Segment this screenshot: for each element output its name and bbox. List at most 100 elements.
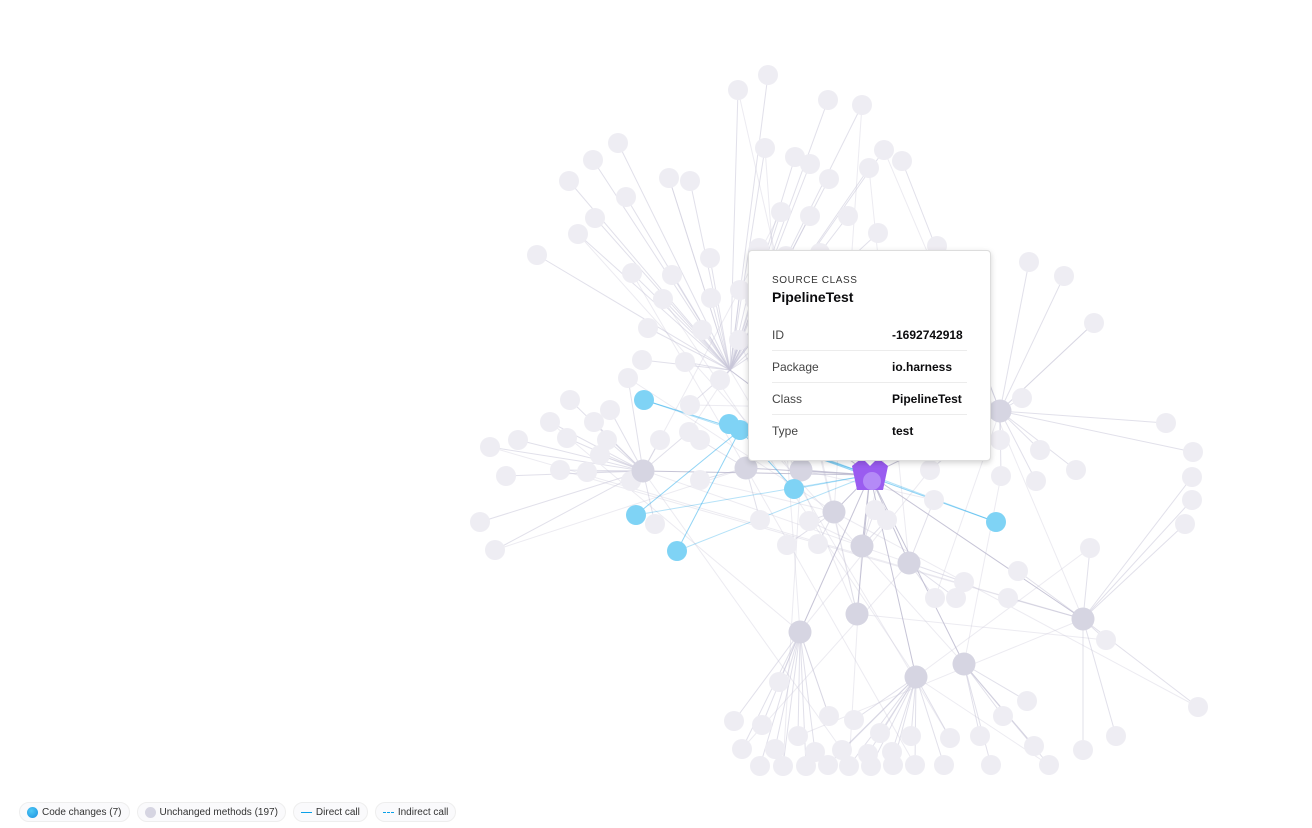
method-node[interactable] bbox=[750, 510, 770, 530]
method-node[interactable] bbox=[1084, 313, 1104, 333]
method-node[interactable] bbox=[618, 368, 638, 388]
method-node[interactable] bbox=[1156, 413, 1176, 433]
method-node[interactable] bbox=[590, 445, 610, 465]
method-node[interactable] bbox=[789, 458, 813, 482]
method-node[interactable] bbox=[750, 756, 770, 776]
method-node[interactable] bbox=[653, 289, 673, 309]
method-node[interactable] bbox=[934, 755, 954, 775]
method-node[interactable] bbox=[631, 459, 655, 483]
method-node[interactable] bbox=[758, 65, 778, 85]
method-node[interactable] bbox=[540, 412, 560, 432]
method-node[interactable] bbox=[1071, 607, 1095, 631]
method-node[interactable] bbox=[550, 460, 570, 480]
method-node[interactable] bbox=[485, 540, 505, 560]
method-node[interactable] bbox=[584, 412, 604, 432]
changed-method-node[interactable] bbox=[634, 390, 654, 410]
method-node[interactable] bbox=[901, 726, 921, 746]
method-node[interactable] bbox=[892, 151, 912, 171]
method-node[interactable] bbox=[818, 755, 838, 775]
method-node[interactable] bbox=[819, 169, 839, 189]
method-node[interactable] bbox=[600, 400, 620, 420]
method-node[interactable] bbox=[765, 739, 785, 759]
method-node[interactable] bbox=[1026, 471, 1046, 491]
method-node[interactable] bbox=[692, 320, 712, 340]
method-node[interactable] bbox=[993, 706, 1013, 726]
method-node[interactable] bbox=[1008, 561, 1028, 581]
method-node[interactable] bbox=[1080, 538, 1100, 558]
changed-method-node[interactable] bbox=[986, 512, 1006, 532]
method-node[interactable] bbox=[1039, 755, 1059, 775]
method-node[interactable] bbox=[659, 168, 679, 188]
method-node[interactable] bbox=[1096, 630, 1116, 650]
method-node[interactable] bbox=[1024, 736, 1044, 756]
method-node[interactable] bbox=[788, 620, 812, 644]
method-node[interactable] bbox=[559, 171, 579, 191]
method-node[interactable] bbox=[940, 728, 960, 748]
method-node[interactable] bbox=[675, 352, 695, 372]
method-node[interactable] bbox=[616, 187, 636, 207]
method-node[interactable] bbox=[970, 726, 990, 746]
method-node[interactable] bbox=[752, 715, 772, 735]
method-node[interactable] bbox=[701, 288, 721, 308]
method-node[interactable] bbox=[771, 202, 791, 222]
method-node[interactable] bbox=[1188, 697, 1208, 717]
method-node[interactable] bbox=[585, 208, 605, 228]
legend-code-changes[interactable]: Code changes (7) bbox=[19, 802, 130, 822]
method-node[interactable] bbox=[650, 430, 670, 450]
method-node[interactable] bbox=[946, 588, 966, 608]
method-node[interactable] bbox=[1012, 388, 1032, 408]
method-node[interactable] bbox=[1030, 440, 1050, 460]
method-node[interactable] bbox=[470, 512, 490, 532]
method-node[interactable] bbox=[788, 726, 808, 746]
method-node[interactable] bbox=[844, 710, 864, 730]
method-node[interactable] bbox=[769, 672, 789, 692]
method-node[interactable] bbox=[883, 755, 903, 775]
method-node[interactable] bbox=[800, 154, 820, 174]
method-node[interactable] bbox=[577, 462, 597, 482]
method-node[interactable] bbox=[924, 490, 944, 510]
method-node[interactable] bbox=[645, 514, 665, 534]
method-node[interactable] bbox=[560, 390, 580, 410]
method-node[interactable] bbox=[732, 739, 752, 759]
method-node[interactable] bbox=[557, 428, 577, 448]
method-node[interactable] bbox=[724, 711, 744, 731]
method-node[interactable] bbox=[988, 399, 1012, 423]
method-node[interactable] bbox=[1019, 252, 1039, 272]
method-node[interactable] bbox=[845, 602, 869, 626]
legend-unchanged[interactable]: Unchanged methods (197) bbox=[136, 802, 286, 822]
method-node[interactable] bbox=[568, 224, 588, 244]
method-node[interactable] bbox=[850, 534, 874, 558]
method-node[interactable] bbox=[990, 430, 1010, 450]
method-node[interactable] bbox=[785, 147, 805, 167]
method-node[interactable] bbox=[1183, 442, 1203, 462]
method-node[interactable] bbox=[897, 551, 921, 575]
method-node[interactable] bbox=[800, 206, 820, 226]
method-node[interactable] bbox=[700, 248, 720, 268]
method-node[interactable] bbox=[1073, 740, 1093, 760]
method-node[interactable] bbox=[852, 95, 872, 115]
method-node[interactable] bbox=[838, 206, 858, 226]
method-node[interactable] bbox=[822, 500, 846, 524]
method-node[interactable] bbox=[680, 395, 700, 415]
method-node[interactable] bbox=[690, 470, 710, 490]
method-node[interactable] bbox=[1182, 490, 1202, 510]
method-node[interactable] bbox=[799, 511, 819, 531]
method-node[interactable] bbox=[638, 318, 658, 338]
method-node[interactable] bbox=[608, 133, 628, 153]
changed-method-node[interactable] bbox=[784, 479, 804, 499]
method-node[interactable] bbox=[710, 370, 730, 390]
method-node[interactable] bbox=[508, 430, 528, 450]
method-node[interactable] bbox=[734, 456, 758, 480]
method-node[interactable] bbox=[818, 90, 838, 110]
method-node[interactable] bbox=[796, 756, 816, 776]
changed-method-node[interactable] bbox=[730, 420, 750, 440]
method-node[interactable] bbox=[1182, 467, 1202, 487]
method-node[interactable] bbox=[773, 756, 793, 776]
method-node[interactable] bbox=[832, 740, 852, 760]
method-node[interactable] bbox=[622, 263, 642, 283]
method-node[interactable] bbox=[859, 158, 879, 178]
method-node[interactable] bbox=[690, 430, 710, 450]
method-node[interactable] bbox=[728, 80, 748, 100]
method-node[interactable] bbox=[839, 756, 859, 776]
